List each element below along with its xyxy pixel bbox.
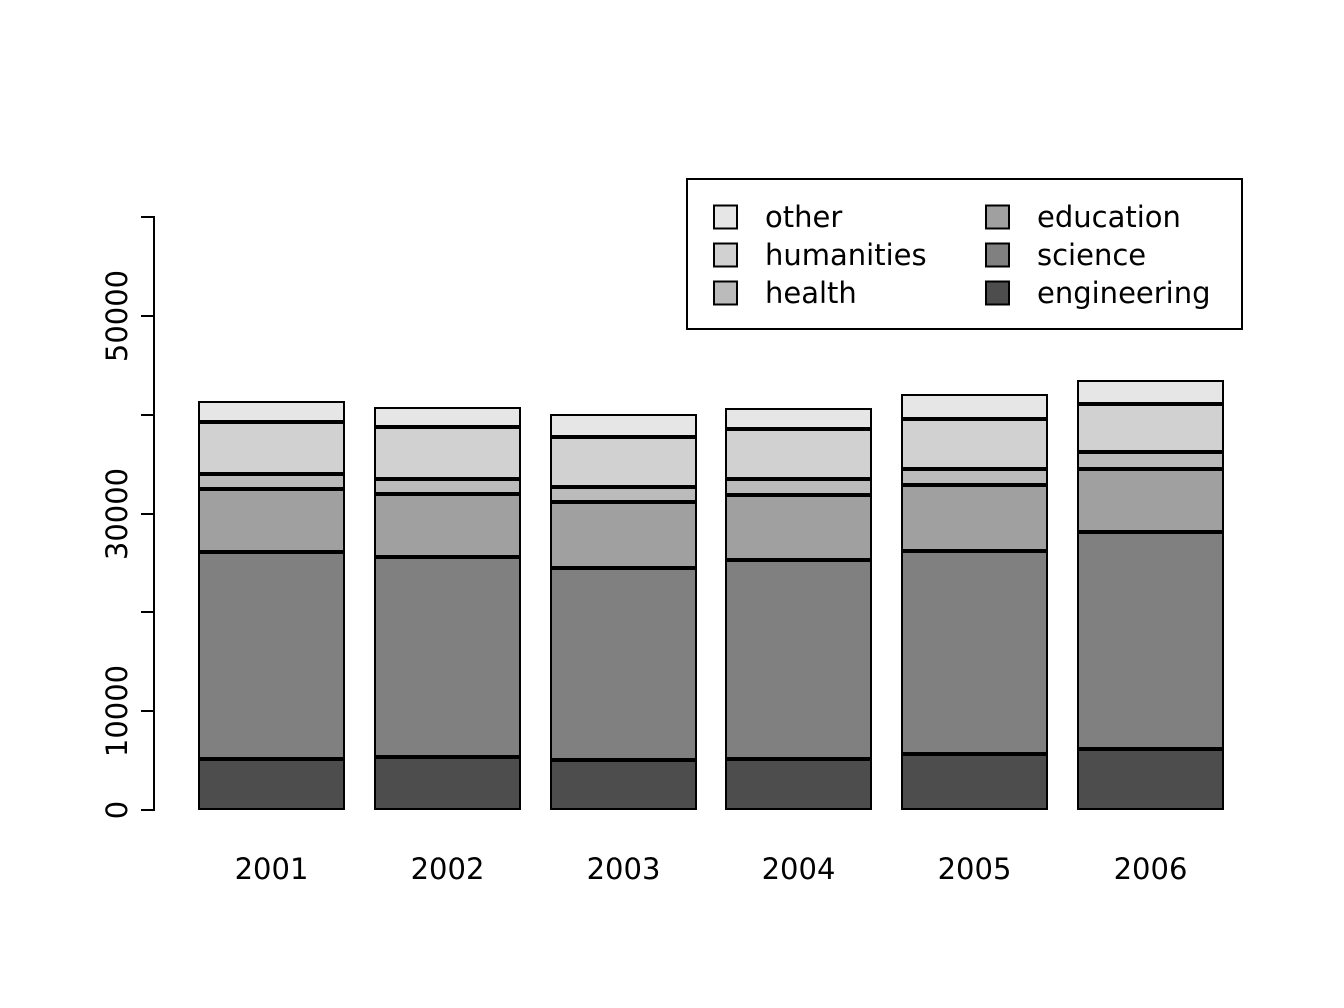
y-tick-label: 50000 [100,269,134,363]
legend-label-engineering: engineering [1037,276,1211,310]
bar-segment-other-2001 [198,401,345,422]
bar-segment-science-2003 [550,568,697,760]
bar-segment-health-2005 [901,469,1048,485]
y-axis-line [153,216,155,811]
bar-segment-humanities-2005 [901,419,1048,469]
bar-segment-health-2002 [374,479,521,494]
x-category-label: 2006 [1113,852,1188,886]
legend-box: other humanities health education science eng… [686,178,1243,330]
y-axis-tick [141,809,153,811]
y-axis-tick [141,611,153,613]
x-category-label: 2002 [410,852,485,886]
bar-segment-education-2003 [550,502,697,568]
legend-label-humanities: humanities [765,238,927,272]
legend-swatch-other [713,204,738,230]
y-tick-label: 10000 [100,664,134,758]
y-axis-tick [141,414,153,416]
legend-swatch-humanities [713,242,738,268]
bar-segment-other-2003 [550,414,697,437]
y-axis-tick [141,513,153,515]
bar-segment-education-2004 [725,495,872,560]
y-axis-tick [141,710,153,712]
legend-label-health: health [765,276,857,310]
y-tick-label: 0 [100,800,134,820]
bar-segment-other-2006 [1077,380,1224,404]
y-axis-tick [141,216,153,218]
bar-segment-other-2004 [725,408,872,429]
legend-label-education: education [1037,200,1181,234]
bar-segment-education-2006 [1077,469,1224,532]
bar-segment-humanities-2006 [1077,404,1224,452]
legend-swatch-engineering [985,280,1010,306]
bar-segment-humanities-2003 [550,437,697,487]
bar-segment-health-2004 [725,479,872,495]
bar-segment-education-2002 [374,494,521,557]
bar-segment-engineering-2006 [1077,749,1224,810]
bar-segment-humanities-2004 [725,429,872,479]
bar-segment-science-2005 [901,551,1048,754]
bar-segment-health-2003 [550,487,697,502]
x-category-label: 2003 [586,852,661,886]
bar-segment-engineering-2004 [725,759,872,810]
bar-segment-education-2005 [901,485,1048,551]
x-category-label: 2004 [761,852,836,886]
legend-swatch-health [713,280,738,306]
legend-label-other: other [765,200,843,234]
legend-swatch-education [985,204,1010,230]
bar-segment-humanities-2002 [374,427,521,479]
bar-segment-education-2001 [198,489,345,552]
bar-segment-science-2006 [1077,532,1224,749]
bar-segment-other-2002 [374,407,521,427]
bar-segment-engineering-2003 [550,760,697,810]
bar-segment-science-2001 [198,552,345,759]
legend-label-science: science [1037,238,1147,272]
bar-segment-other-2005 [901,394,1048,419]
legend-swatch-science [985,242,1010,268]
bar-segment-humanities-2001 [198,422,345,474]
bar-segment-science-2004 [725,560,872,759]
bar-segment-engineering-2002 [374,757,521,810]
x-category-label: 2001 [234,852,309,886]
bar-segment-engineering-2001 [198,759,345,810]
bar-segment-health-2006 [1077,452,1224,469]
bar-segment-science-2002 [374,557,521,757]
y-tick-label: 30000 [100,467,134,561]
y-axis-tick [141,315,153,317]
bar-segment-health-2001 [198,474,345,489]
bar-segment-engineering-2005 [901,754,1048,810]
x-category-label: 2005 [937,852,1012,886]
